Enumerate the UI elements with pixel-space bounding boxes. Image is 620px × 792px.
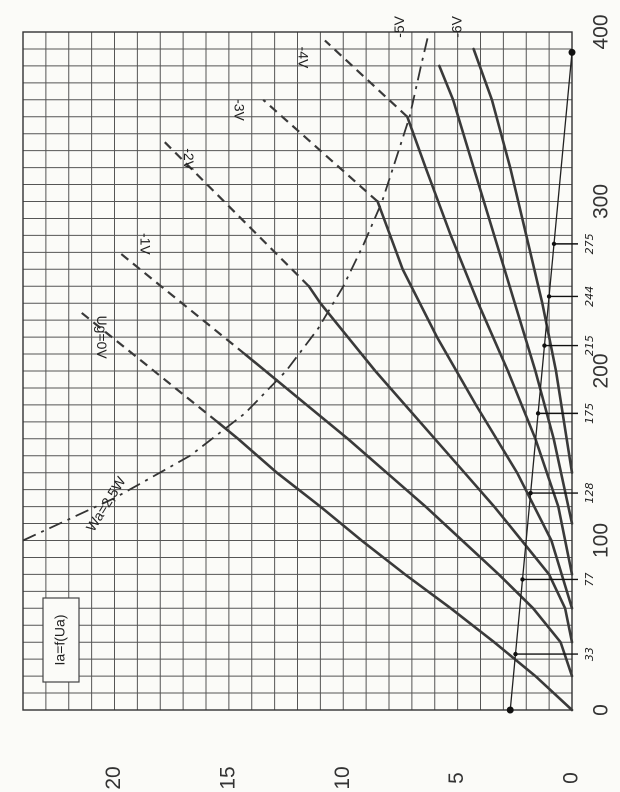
series-line [405, 115, 574, 576]
y-tick-label: 15 [216, 766, 239, 789]
x-tick-label: 200 [590, 353, 613, 388]
extrapolation-line [262, 98, 379, 203]
annotation-label: 215 [583, 335, 596, 356]
x-tick-label: 400 [590, 14, 613, 49]
load-line-end-dot [568, 48, 576, 56]
extrapolation-line [324, 39, 409, 118]
series-line [472, 47, 574, 475]
x-tick-label: 0 [590, 704, 613, 716]
series-label: Ug=0V [94, 315, 110, 359]
extrapolated-curves [79, 39, 409, 423]
y-tick-label: 20 [102, 766, 125, 789]
chart-grid [22, 31, 573, 711]
curve-labels: Ug=0V -1V -2V -3V -4V -5V -6V [94, 15, 464, 359]
x-tick-label: 100 [590, 523, 613, 558]
extrapolation-line [118, 251, 246, 355]
axis-tick-labels: 0 100 200 300 400 0 5 10 15 20 [102, 14, 613, 789]
annotation-label: 275 [583, 233, 596, 254]
series-line [437, 64, 574, 525]
operating-point-dot [520, 577, 525, 582]
series-line [376, 200, 574, 610]
annotation-label: 33 [583, 647, 596, 661]
operating-point-dot [546, 294, 552, 299]
operating-point-dot [542, 343, 547, 348]
load-line-start-dot [506, 706, 514, 714]
x-tick-label: 300 [590, 184, 613, 219]
plot-frame [22, 31, 573, 711]
series-label: -6V [448, 15, 464, 37]
y-tick-label: 10 [331, 766, 354, 789]
series-line [307, 284, 574, 644]
annotation-label: 244 [583, 286, 596, 307]
series-label: -5V [391, 15, 407, 37]
chart-title: Ia=f(Ua) [52, 615, 68, 666]
operating-point-dot [535, 411, 541, 416]
operating-point-dot [551, 241, 557, 247]
series-label: -4V [295, 47, 311, 69]
y-tick-label: 5 [445, 772, 468, 784]
annotation-markers: 33 77 128 175 215 244 275 [513, 233, 596, 661]
operating-point-dot [528, 490, 533, 496]
power-limit-line [22, 31, 430, 542]
series-label: -3V [231, 99, 247, 121]
characteristic-curves [216, 47, 574, 712]
annotation-label: 77 [583, 572, 596, 586]
title-frame [42, 597, 80, 683]
chart-title-box: Ia=f(Ua) [42, 597, 80, 683]
series-line [216, 420, 574, 712]
extrapolation-line [164, 141, 310, 288]
series-label: -2V [181, 148, 197, 170]
annotation-label: 128 [583, 483, 596, 504]
load-line [506, 48, 576, 714]
load-line-segment [509, 52, 573, 711]
y-tick-label: 0 [560, 772, 583, 784]
power-limit-label: Wa=2,5W [83, 473, 129, 534]
annotation-label: 175 [583, 403, 596, 424]
series-label: -1V [138, 233, 154, 255]
series-line [243, 352, 574, 678]
operating-point-dot [513, 651, 518, 657]
